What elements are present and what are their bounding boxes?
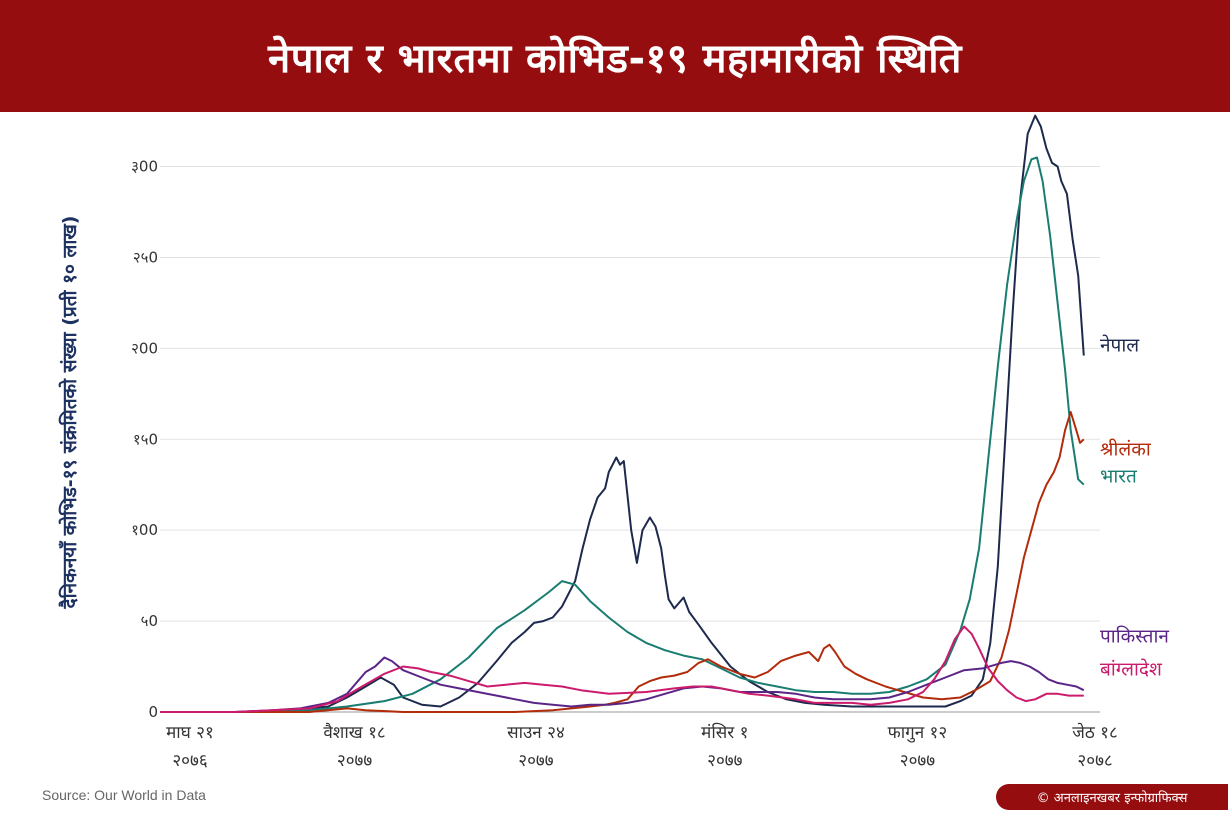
x-tick-label: माघ २१	[166, 723, 214, 743]
y-axis-label: दैनिकनयाँ कोभिड-१९ संक्रमितको संख्या (प्…	[58, 216, 81, 610]
y-axis-ticks: 0 ५0 १00 १५0 २00 २५0 ३00	[131, 158, 158, 721]
x-tick-year: २०७७	[900, 751, 936, 771]
x-tick-year: २०७८	[1077, 751, 1112, 771]
line-chart: 0 ५0 १00 १५0 २00 २५0 ३00 माघ २१ २०७६ वैशाख १८ २०७…	[58, 114, 1169, 771]
y-tick-label: ३00	[131, 158, 158, 176]
series-label-india: भारत	[1100, 466, 1138, 488]
series-lines	[160, 114, 1085, 713]
series-label-nepal: नेपाल	[1100, 334, 1140, 357]
series-line-srilanka	[160, 411, 1085, 713]
source-note: Source: Our World in Data	[42, 787, 206, 803]
page-title: नेपाल र भारतमा कोभिड-१९ महामारीको स्थिति	[268, 35, 962, 82]
x-tick-year: २०७७	[518, 751, 554, 771]
grid-lines	[160, 166, 1100, 713]
y-tick-label: १५0	[133, 430, 158, 448]
x-tick-label: वैशाख १८	[323, 722, 385, 743]
series-label-pakistan: पाकिस्तान	[1100, 625, 1169, 648]
x-tick-year: २०७७	[707, 751, 743, 771]
credit-badge: © अनलाइनखबर इन्फोग्राफिक्स	[996, 784, 1228, 810]
y-tick-label: २00	[131, 339, 158, 357]
x-axis-ticks: माघ २१ २०७६ वैशाख १८ २०७७ साउन २४ २०७७ मंसिर १…	[166, 722, 1118, 771]
y-tick-label: 0	[148, 703, 158, 721]
header-banner: नेपाल र भारतमा कोभिड-१९ महामारीको स्थिति	[0, 0, 1230, 112]
series-line-nepal	[160, 114, 1085, 713]
x-tick-year: २०७७	[337, 751, 373, 771]
series-line-bangladesh	[160, 625, 1084, 713]
x-tick-year: २०७६	[172, 751, 208, 771]
y-tick-label: ५0	[141, 612, 158, 630]
series-label-srilanka: श्रीलंका	[1100, 437, 1152, 460]
y-tick-label: २५0	[133, 248, 158, 266]
y-tick-label: १00	[131, 521, 158, 539]
x-tick-label: फागुन १२	[888, 723, 948, 743]
series-label-bangladesh: बांग्लादेश	[1100, 657, 1163, 680]
x-tick-label: मंसिर १	[701, 722, 748, 743]
series-line-india	[160, 156, 1085, 713]
series-labels: नेपाल भारत श्रीलंका पाकिस्तान बांग्लादेश	[1100, 334, 1169, 681]
x-tick-label: साउन २४	[507, 723, 565, 743]
x-tick-label: जेठ १८	[1072, 722, 1118, 743]
